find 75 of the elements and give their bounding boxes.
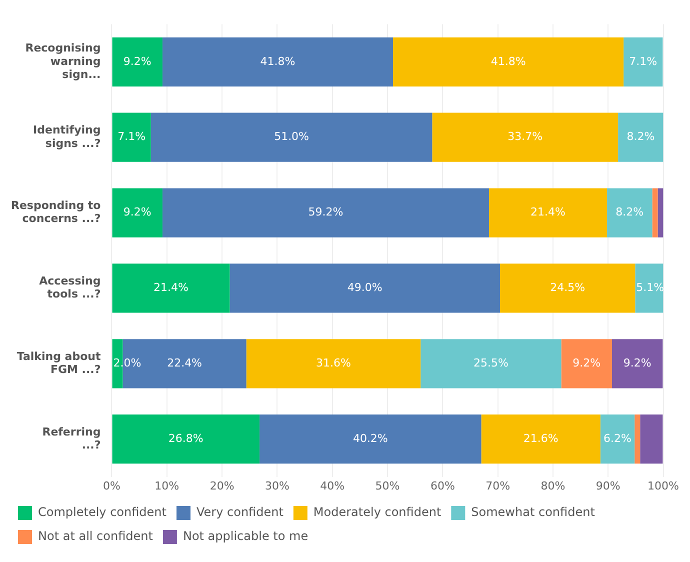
data-label: 21.4% xyxy=(154,281,188,294)
data-label: 22.4% xyxy=(167,356,202,370)
data-label: 6.2% xyxy=(604,432,632,445)
y-tick-label: Identifying signs ...? xyxy=(33,124,101,150)
data-label: 9.2% xyxy=(123,206,152,219)
x-tick-label: 70% xyxy=(486,479,510,492)
x-tick-label: 0% xyxy=(103,479,120,492)
bar xyxy=(162,37,394,86)
x-tick-label: 40% xyxy=(320,479,345,492)
y-tick-label: Recognising warning sign... xyxy=(25,42,101,81)
bar xyxy=(150,112,432,162)
legend-label: Completely confident xyxy=(38,505,167,520)
x-tick-label: 10% xyxy=(154,479,180,492)
bar xyxy=(612,339,663,388)
bar xyxy=(652,188,658,238)
data-label: 31.6% xyxy=(316,356,351,370)
bar xyxy=(420,339,562,388)
x-tick-label: 50% xyxy=(375,479,400,492)
bar xyxy=(607,188,652,238)
bar xyxy=(112,414,260,464)
bar xyxy=(481,414,600,464)
bar xyxy=(624,37,663,86)
legend-label: Moderately confident xyxy=(313,505,442,520)
data-label: 21.4% xyxy=(530,206,566,219)
bar xyxy=(162,188,489,238)
data-label: 59.2% xyxy=(308,206,344,219)
data-label: 41.8% xyxy=(490,54,526,68)
data-label: 9.2% xyxy=(623,356,652,370)
bar xyxy=(112,37,162,86)
bar xyxy=(634,414,640,464)
bar xyxy=(432,112,618,162)
bar xyxy=(600,414,635,464)
data-label: 8.2% xyxy=(626,130,655,144)
bar xyxy=(640,414,663,464)
x-tick-label: 90% xyxy=(596,479,620,492)
bar xyxy=(658,188,664,238)
bar xyxy=(112,264,230,313)
legend-label: Not at all confident xyxy=(38,529,154,544)
y-tick-label: Talking about FGM ...? xyxy=(16,350,101,376)
y-tick-label: Referring ...? xyxy=(42,425,101,452)
data-label: 49.0% xyxy=(347,281,382,294)
y-tick-label: Accessing tools ...? xyxy=(39,274,101,301)
data-label: 51.0% xyxy=(274,130,310,144)
y-tick-label: Responding to concerns ...? xyxy=(10,199,102,226)
data-label: 41.8% xyxy=(260,54,296,68)
x-tick-label: 30% xyxy=(264,479,290,492)
data-label: 25.5% xyxy=(473,356,508,370)
data-label: 21.6% xyxy=(523,432,558,445)
bar xyxy=(618,112,664,162)
bar xyxy=(230,264,500,313)
data-label: 9.2% xyxy=(123,54,152,68)
bar xyxy=(393,37,624,86)
data-label: 2.0% xyxy=(113,356,142,370)
bar xyxy=(112,112,151,162)
bar xyxy=(246,339,421,388)
x-tick-label: 80% xyxy=(540,479,566,492)
data-label: 8.2% xyxy=(616,206,644,219)
x-tick-label: 20% xyxy=(210,479,234,492)
bar xyxy=(561,339,612,388)
bar xyxy=(488,188,608,238)
bar xyxy=(260,414,482,464)
legend-label: Not applicable to me xyxy=(182,529,308,544)
bar xyxy=(500,264,636,313)
data-label: 33.7% xyxy=(508,130,543,144)
data-label: 9.2% xyxy=(572,356,601,370)
x-tick-label: 100% xyxy=(648,479,680,492)
data-label: 40.2% xyxy=(352,432,388,445)
data-label: 24.5% xyxy=(550,281,586,294)
data-label: 7.1% xyxy=(118,130,146,144)
data-label: 7.1% xyxy=(629,54,658,68)
bar xyxy=(112,188,162,238)
x-tick-label: 60% xyxy=(430,479,455,492)
legend-label: Somewhat confident xyxy=(471,505,596,520)
data-label: 26.8% xyxy=(168,432,204,445)
legend-label: Very confident xyxy=(196,505,284,520)
